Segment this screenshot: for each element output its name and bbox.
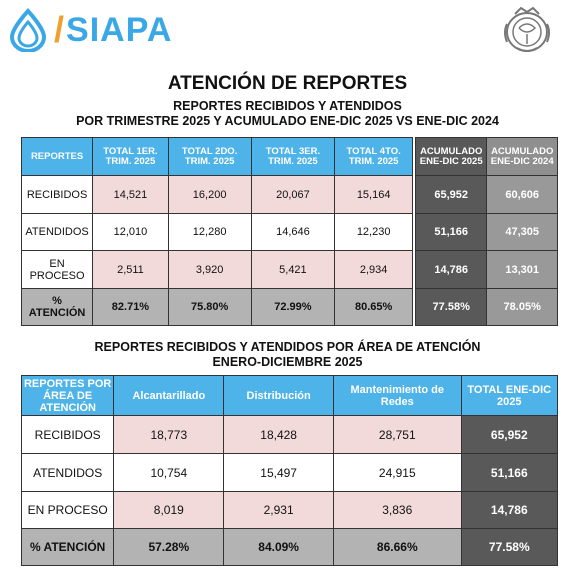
table-cell: 80.65% (334, 288, 413, 326)
row-label: % ATENCIÓN (20, 528, 115, 566)
table-row: EN PROCESO 8,019 2,931 3,836 14,786 (20, 491, 559, 529)
column-header: TOTAL 2DO. TRIM. 2025 (167, 137, 252, 176)
table-cell: 3,836 (332, 491, 462, 529)
table-cell: 72.99% (250, 288, 336, 326)
table-cell: 65,952 (460, 415, 559, 454)
table-cell: 12,280 (167, 213, 252, 251)
table-cell: 18,428 (223, 415, 334, 454)
table-row: ATENDIDOS 12,010 12,280 14,646 12,230 (20, 213, 413, 251)
table-cell: 14,786 (460, 491, 559, 529)
table-cell: 84.09% (223, 528, 334, 566)
siapa-logo: / SIAPA (6, 8, 172, 52)
table-row: 14,786 13,301 (414, 250, 558, 289)
column-header: ACUMULADO ENE-DIC 2025 (414, 137, 488, 176)
section-title-line: REPORTES RECIBIDOS Y ATENDIDOS (173, 99, 402, 113)
table-row: 51,166 47,305 (414, 213, 558, 251)
table-cell: 77.58% (460, 528, 559, 566)
row-label: ATENDIDOS (20, 453, 115, 492)
table-cell: 10,754 (113, 453, 225, 492)
row-label: ATENDIDOS (20, 213, 94, 251)
table-cell: 3,920 (167, 250, 252, 289)
table-row: % ATENCIÓN 82.71% 75.80% 72.99% 80.65% (20, 288, 413, 326)
table-cell: 14,646 (250, 213, 336, 251)
table-cell: 24,915 (332, 453, 462, 492)
logo-slash: / (54, 9, 65, 50)
table-cell: 28,751 (332, 415, 462, 454)
row-label: EN PROCESO (20, 250, 94, 289)
table-cell: 75.80% (167, 288, 252, 326)
table-row: ATENDIDOS 10,754 15,497 24,915 51,166 (20, 453, 559, 492)
table-row: RECIBIDOS 14,521 16,200 20,067 15,164 (20, 175, 413, 214)
column-header: ACUMULADO ENE-DIC 2024 (486, 137, 558, 176)
row-label: EN PROCESO (20, 491, 115, 529)
column-header: Distribución (223, 375, 334, 416)
section-title-line: ENERO-DICIEMBRE 2025 (212, 355, 363, 369)
row-label: % ATENCIÓN (20, 288, 94, 326)
table-cell: 14,521 (92, 175, 169, 214)
table-cell: 51,166 (460, 453, 559, 492)
table-cell: 51,166 (414, 213, 488, 251)
table-row: RECIBIDOS 18,773 18,428 28,751 65,952 (20, 415, 559, 454)
column-header: Alcantarillado (113, 375, 225, 416)
table-cell: 2,931 (223, 491, 334, 529)
table-cell: 2,511 (92, 250, 169, 289)
table-cell: 78.05% (486, 288, 558, 326)
table-cell: 14,786 (414, 250, 488, 289)
table-cell: 65,952 (414, 175, 488, 214)
table-cell: 16,200 (167, 175, 252, 214)
table-cell: 20,067 (250, 175, 336, 214)
table-cell: 12,010 (92, 213, 169, 251)
column-header: TOTAL 1ER. TRIM. 2025 (92, 137, 169, 176)
section-title-line: REPORTES RECIBIDOS Y ATENDIDOS POR ÁREA … (94, 340, 481, 354)
table-row: 65,952 60,606 (414, 175, 558, 214)
table-cell: 47,305 (486, 213, 558, 251)
table-cell: 5,421 (250, 250, 336, 289)
table-cell: 18,773 (113, 415, 225, 454)
table-row: % ATENCIÓN 57.28% 84.09% 86.66% 77.58% (20, 528, 559, 566)
column-header: TOTAL ENE-DIC 2025 (460, 375, 559, 416)
table-cell: 15,497 (223, 453, 334, 492)
section-title-quarterly: REPORTES RECIBIDOS Y ATENDIDOS POR TRIME… (0, 99, 575, 129)
table-cell: 8,019 (113, 491, 225, 529)
table-cell: 12,230 (334, 213, 413, 251)
row-label: RECIBIDOS (20, 415, 115, 454)
section-title-line: POR TRIMESTRE 2025 Y ACUMULADO ENE-DIC 2… (76, 114, 499, 128)
table-cell: 15,164 (334, 175, 413, 214)
table-cell: 82.71% (92, 288, 169, 326)
area-table: REPORTES POR ÁREA DE ATENCIÓN Alcantaril… (20, 375, 559, 566)
table-cell: 13,301 (486, 250, 558, 289)
water-drop-icon (9, 8, 47, 52)
row-label: RECIBIDOS (20, 175, 94, 214)
column-header: TOTAL 4TO. TRIM. 2025 (334, 137, 413, 176)
table-cell: 2,934 (334, 250, 413, 289)
table-cell: 86.66% (332, 528, 462, 566)
accumulated-table: ACUMULADO ENE-DIC 2025 ACUMULADO ENE-DIC… (414, 137, 558, 326)
column-header: Mantenimiento de Redes (332, 375, 462, 416)
table-cell: 77.58% (414, 288, 488, 326)
table-cell: 57.28% (113, 528, 225, 566)
column-header: REPORTES POR ÁREA DE ATENCIÓN (20, 375, 115, 416)
quarterly-table: REPORTES TOTAL 1ER. TRIM. 2025 TOTAL 2DO… (20, 137, 413, 326)
column-header: TOTAL 3ER. TRIM. 2025 (250, 137, 336, 176)
page-title: ATENCIÓN DE REPORTES (167, 73, 408, 94)
column-header: REPORTES (20, 137, 94, 176)
section-title-area: REPORTES RECIBIDOS Y ATENDIDOS POR ÁREA … (0, 340, 575, 370)
table-row: 77.58% 78.05% (414, 288, 558, 326)
table-row: EN PROCESO 2,511 3,920 5,421 2,934 (20, 250, 413, 289)
table-cell: 60,606 (486, 175, 558, 214)
logo-text: SIAPA (66, 11, 173, 49)
guadalajara-seal-icon (501, 6, 553, 59)
